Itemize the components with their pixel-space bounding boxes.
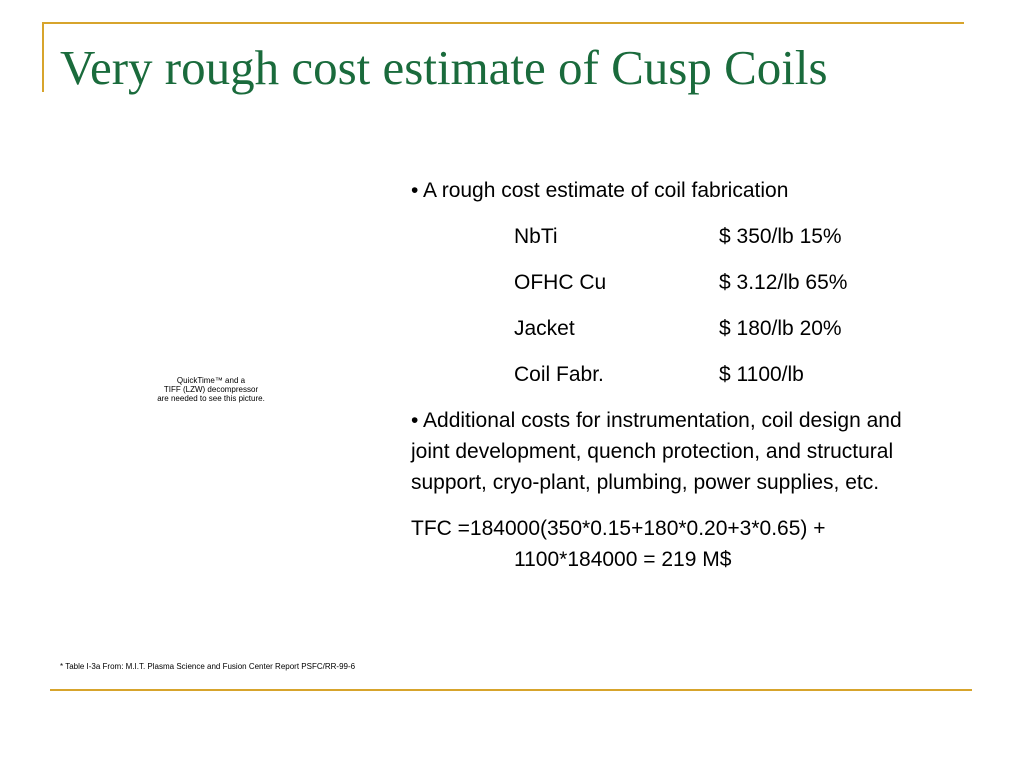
slide-body: • A rough cost estimate of coil fabricat…: [411, 175, 971, 575]
placeholder-text-line: are needed to see this picture.: [157, 394, 265, 403]
cost-row-value: $ 350/lb 15%: [719, 225, 842, 248]
cost-row: NbTi $ 350/lb 15%: [411, 221, 971, 252]
bullet-additional-costs: • Additional costs for instrumentation, …: [411, 409, 902, 494]
top-accent-line: [42, 22, 964, 24]
cost-row: Jacket $ 180/lb 20%: [411, 313, 971, 344]
placeholder-text-line: TIFF (LZW) decompressor: [163, 385, 259, 394]
tfc-formula-line: TFC =184000(350*0.15+180*0.20+3*0.65) +: [411, 517, 826, 540]
bottom-accent-line: [50, 689, 972, 691]
bullet-coil-fabrication: • A rough cost estimate of coil fabricat…: [411, 179, 789, 202]
tfc-result-line: 1100*184000 = 219 M$: [514, 548, 732, 571]
cost-row-value: $ 180/lb 20%: [719, 317, 842, 340]
cost-row-material: OFHC Cu: [514, 271, 607, 294]
source-footnote: * Table I-3a From: M.I.T. Plasma Science…: [60, 662, 356, 671]
cost-row: OFHC Cu $ 3.12/lb 65%: [411, 267, 971, 298]
missing-image-placeholder: QuickTime™ and a TIFF (LZW) decompressor…: [128, 376, 294, 403]
slide-title: Very rough cost estimate of Cusp Coils: [60, 40, 828, 95]
cost-row-value: $ 3.12/lb 65%: [719, 271, 848, 294]
cost-row-material: Coil Fabr.: [514, 363, 604, 386]
cost-row-material: Jacket: [514, 317, 575, 340]
cost-row: Coil Fabr. $ 1100/lb: [411, 359, 971, 390]
cost-row-value: $ 1100/lb: [719, 363, 804, 386]
cost-row-material: NbTi: [514, 225, 558, 248]
left-accent-line: [42, 22, 44, 92]
placeholder-text-line: QuickTime™ and a: [176, 376, 246, 385]
